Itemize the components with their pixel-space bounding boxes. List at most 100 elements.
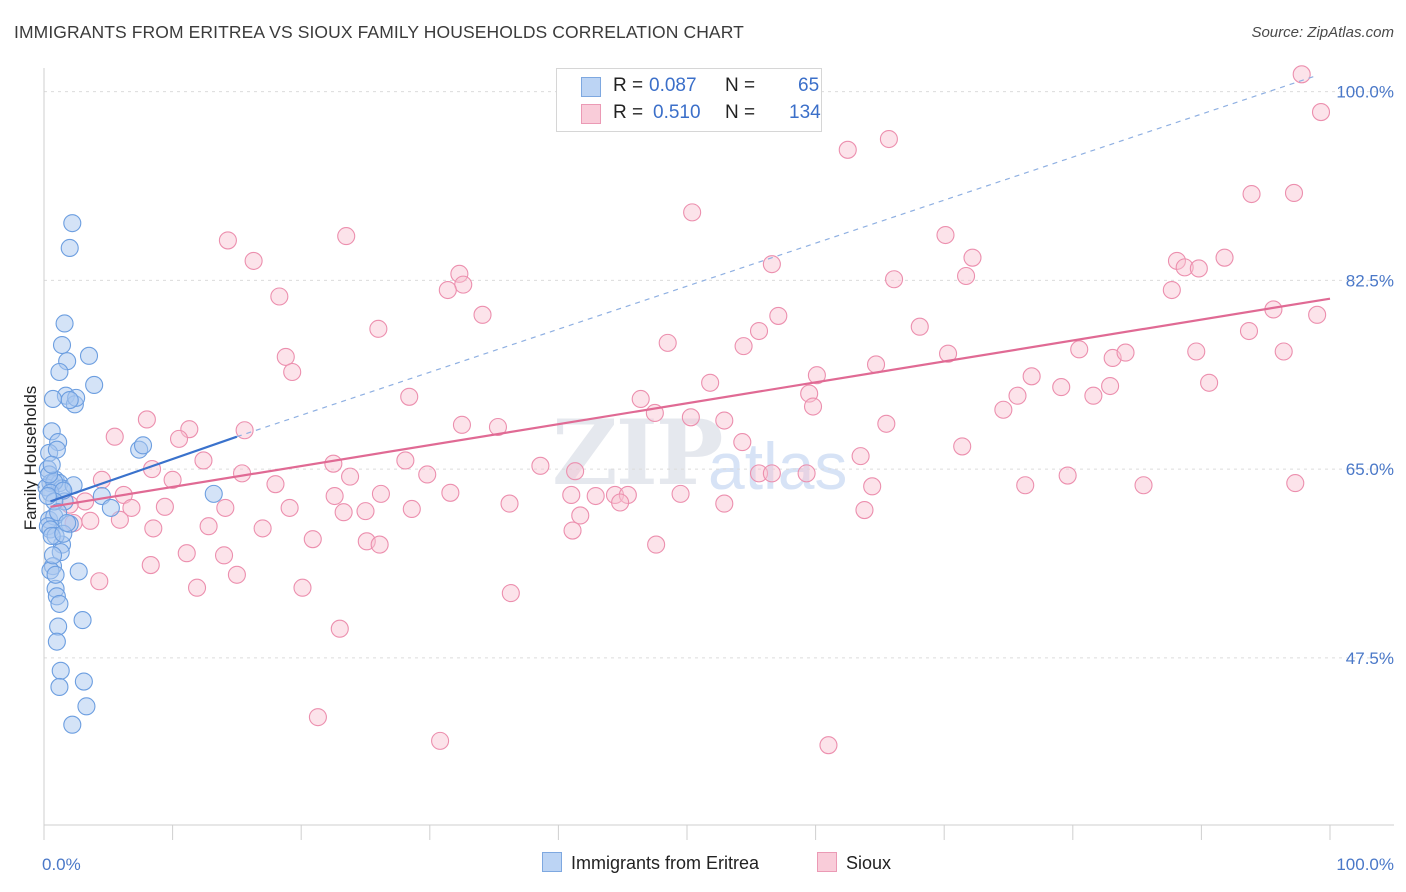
trend-lines [50, 74, 1331, 508]
sioux-points [60, 65, 1331, 755]
legend-r-label: R = [613, 102, 644, 123]
eritrea-point [60, 390, 79, 410]
sioux-point [283, 362, 302, 382]
sioux-point [441, 483, 460, 502]
eritrea-point [101, 498, 120, 517]
legend-n-label: N = [725, 75, 756, 96]
sioux-point [334, 503, 353, 522]
sioux-point [851, 447, 870, 466]
legend-r-value-sioux: 0.510 [653, 102, 701, 123]
eritrea-trend-line [50, 435, 238, 503]
eritrea-point [47, 632, 66, 651]
grid-lines [44, 91, 1394, 659]
sioux-point [370, 535, 389, 554]
legend-n-label: N = [725, 102, 756, 123]
eritrea-point [50, 594, 69, 613]
eritrea-point [51, 661, 70, 680]
eritrea-point [73, 611, 92, 630]
sioux-trend-line [50, 297, 1331, 508]
sioux-point [1311, 103, 1331, 122]
eritrea-point [63, 214, 82, 233]
eritrea-point [38, 486, 57, 506]
sioux-point [1286, 474, 1305, 493]
sioux-point [1016, 476, 1035, 495]
eritrea-point [42, 455, 61, 474]
eritrea-point [46, 565, 65, 584]
sioux-point [879, 129, 898, 149]
sioux-point [402, 499, 421, 519]
eritrea-point [50, 677, 69, 696]
sioux-point [1134, 476, 1153, 495]
eritrea-point [55, 314, 74, 333]
sioux-point [1084, 386, 1103, 405]
sioux-point [957, 266, 976, 286]
sioux-point [438, 280, 457, 300]
watermark-zip: ZIP [552, 400, 723, 506]
sioux-point [762, 255, 781, 274]
sioux-point [187, 578, 207, 597]
sioux-point [681, 408, 700, 427]
sioux-point [141, 556, 160, 575]
eritrea-point [133, 436, 153, 455]
sioux-point [715, 494, 734, 513]
eritrea-point [47, 440, 66, 459]
sioux-point [218, 231, 237, 250]
x-tick-label-max: 100.0% [1336, 855, 1394, 874]
sioux-point [749, 464, 769, 483]
sioux-point [369, 319, 388, 338]
sioux-point [341, 467, 360, 486]
sioux-point [855, 501, 874, 520]
sioux-point [1239, 321, 1259, 341]
legend-swatch-sioux [581, 104, 601, 124]
sioux-point [169, 429, 189, 448]
sioux-point [227, 565, 246, 584]
sioux-point [715, 411, 734, 430]
legend-n-value-sioux: 134 [789, 102, 821, 123]
sioux-point [431, 731, 450, 750]
sioux-point [866, 355, 886, 374]
sioux-point [356, 502, 375, 521]
sioux-point [488, 417, 508, 437]
sioux-point [324, 454, 343, 473]
y-tick-labels: 47.5% 65.0% 82.5% 100.0% [1336, 83, 1394, 668]
sioux-point [807, 366, 826, 385]
eritrea-point [69, 562, 88, 581]
sioux-point [734, 337, 753, 356]
eritrea-point [52, 335, 72, 355]
sioux-point [280, 498, 299, 517]
eritrea-point [63, 715, 82, 734]
chart-source: Source: ZipAtlas.com [1251, 24, 1394, 41]
sioux-point [953, 437, 972, 456]
eritrea-point [79, 346, 99, 365]
sioux-point [454, 275, 473, 294]
sioux-point [155, 497, 174, 516]
sioux-point [749, 321, 769, 341]
sioux-point [566, 462, 585, 481]
sioux-point [1242, 184, 1261, 204]
sioux-point [884, 270, 904, 289]
bottom-legend-label-eritrea: Immigrants from Eritrea [571, 853, 760, 873]
sioux-point [762, 464, 781, 483]
sioux-point [303, 530, 322, 549]
sioux-point [266, 475, 285, 494]
sioux-point [163, 470, 182, 489]
sioux-point [733, 433, 752, 452]
sioux-point [308, 708, 327, 727]
sioux-point [244, 251, 263, 270]
sioux-point [473, 305, 492, 324]
sioux-point [1308, 305, 1327, 324]
sioux-point [501, 584, 520, 603]
sioux-point [563, 521, 582, 540]
sioux-point [963, 248, 982, 267]
eritrea-point [60, 238, 79, 258]
sioux-point [450, 264, 469, 283]
eritrea-point [49, 617, 68, 636]
axes [43, 68, 1394, 840]
bottom-legend-sioux: Sioux [817, 852, 891, 874]
sioux-point [838, 140, 857, 159]
sioux-point [214, 546, 234, 565]
eritrea-point [74, 672, 93, 691]
sioux-point [683, 203, 702, 222]
bottom-legend-eritrea: Immigrants from Eritrea [542, 852, 759, 874]
